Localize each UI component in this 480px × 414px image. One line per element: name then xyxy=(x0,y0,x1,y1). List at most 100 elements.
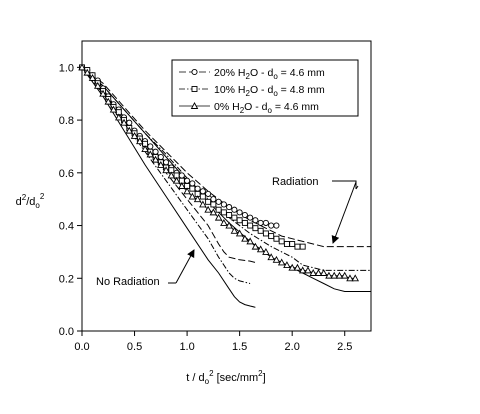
point-1-39 xyxy=(283,241,290,247)
point-0-31 xyxy=(241,211,248,219)
point-1-29 xyxy=(231,214,238,221)
point-1-36 xyxy=(268,233,275,240)
point-2-17 xyxy=(167,171,176,179)
y-tick-label-1: 0.2 xyxy=(59,273,74,285)
point-2-6 xyxy=(109,105,118,113)
point-0-26 xyxy=(215,198,222,205)
point-0-28 xyxy=(226,204,233,211)
point-0-25 xyxy=(210,196,217,203)
plot-frame xyxy=(81,40,372,332)
legend-label-1: 10% H2O - do = 4.8 mm xyxy=(214,84,325,98)
point-2-22 xyxy=(193,195,202,203)
point-2-48 xyxy=(330,271,338,279)
point-0-16 xyxy=(163,159,170,166)
point-1-37 xyxy=(273,235,280,242)
point-2-19 xyxy=(178,182,186,189)
annotation-no-radiation: No Radiation xyxy=(96,276,160,288)
point-2-29 xyxy=(230,226,239,234)
point-1-31 xyxy=(241,219,248,226)
annotation-no-radiation-arrow xyxy=(175,249,195,284)
point-2-47 xyxy=(325,271,333,279)
point-2-0 xyxy=(78,63,86,71)
annotation-radiation-arrow-upper xyxy=(355,185,359,190)
point-1-41 xyxy=(294,243,301,250)
point-0-23 xyxy=(199,188,206,195)
point-0-24 xyxy=(205,190,212,197)
data-series xyxy=(78,63,359,282)
point-0-27 xyxy=(220,201,227,208)
legend-sample-marker-0 xyxy=(191,68,198,76)
legend-label-0: 20% H2O - do = 4.6 mm xyxy=(214,67,325,81)
point-2-32 xyxy=(246,237,254,245)
point-0-9 xyxy=(126,119,133,126)
point-0-33 xyxy=(252,217,259,224)
model-curve-0 xyxy=(81,67,256,308)
legend-sample-marker-2 xyxy=(190,102,199,109)
x-tick-label-4: 2.0 xyxy=(285,341,300,353)
legend-box xyxy=(171,59,359,117)
point-2-49 xyxy=(335,271,344,279)
point-2-34 xyxy=(256,245,265,253)
y-axis-title: d2/do2 xyxy=(16,192,45,210)
x-tick-label-2: 1.0 xyxy=(179,341,194,353)
point-2-26 xyxy=(214,213,223,221)
point-1-26 xyxy=(215,206,222,213)
point-2-9 xyxy=(125,126,134,134)
point-0-37 xyxy=(273,222,280,229)
point-2-31 xyxy=(241,234,249,242)
point-2-28 xyxy=(225,221,233,229)
point-2-35 xyxy=(262,247,270,255)
point-0-20 xyxy=(184,177,191,184)
point-0-15 xyxy=(157,153,164,161)
point-2-16 xyxy=(162,166,170,174)
point-2-23 xyxy=(199,200,207,208)
legend-label-2: 0% H2O - do = 4.6 mm xyxy=(214,101,319,115)
point-2-25 xyxy=(209,208,218,216)
point-1-23 xyxy=(199,193,206,200)
annotation-radiation-leader xyxy=(332,180,357,189)
point-2-27 xyxy=(220,218,228,226)
point-0-34 xyxy=(257,219,264,226)
point-2-3 xyxy=(94,81,102,89)
point-2-24 xyxy=(204,205,212,213)
point-2-5 xyxy=(104,97,113,105)
model-curve-4 xyxy=(81,67,371,271)
point-2-30 xyxy=(235,229,244,237)
point-2-37 xyxy=(272,255,281,263)
y-axis: 0.0 0.2 0.4 0.6 0.8 1.0 xyxy=(59,62,82,338)
point-0-30 xyxy=(236,209,243,216)
point-2-1 xyxy=(83,68,92,76)
x-axis: 0.0 0.5 1.0 1.5 2.0 2.5 xyxy=(74,331,352,353)
point-2-44 xyxy=(309,269,317,276)
point-2-12 xyxy=(141,145,149,153)
point-1-27 xyxy=(220,209,227,216)
x-tick-label-3: 1.5 xyxy=(232,341,247,353)
y-tick-label-2: 0.4 xyxy=(59,221,74,233)
annotation-radiation: Radiation xyxy=(272,176,318,188)
y-tick-label-3: 0.6 xyxy=(59,168,74,180)
point-2-40 xyxy=(288,263,296,271)
point-0-22 xyxy=(194,185,201,192)
point-0-32 xyxy=(247,214,254,221)
point-2-2 xyxy=(88,73,97,81)
point-2-38 xyxy=(277,258,286,266)
point-2-4 xyxy=(99,89,107,97)
point-2-33 xyxy=(251,242,260,250)
legend-sample-marker-1 xyxy=(191,86,198,92)
point-1-32 xyxy=(247,222,254,229)
x-tick-label-1: 0.5 xyxy=(127,341,142,353)
point-2-42 xyxy=(298,266,307,274)
x-tick-label-5: 2.5 xyxy=(337,341,352,353)
point-0-36 xyxy=(268,222,275,229)
point-1-24 xyxy=(205,198,212,205)
model-curve-1 xyxy=(81,67,251,284)
point-1-42 xyxy=(299,243,306,250)
series-2 xyxy=(78,63,359,282)
y-tick-label-4: 0.8 xyxy=(59,115,74,127)
point-2-10 xyxy=(130,131,139,139)
point-2-50 xyxy=(340,271,349,279)
x-tick-label-0: 0.0 xyxy=(74,341,89,353)
point-1-25 xyxy=(210,201,217,208)
y-tick-label-0: 0.0 xyxy=(59,326,74,338)
